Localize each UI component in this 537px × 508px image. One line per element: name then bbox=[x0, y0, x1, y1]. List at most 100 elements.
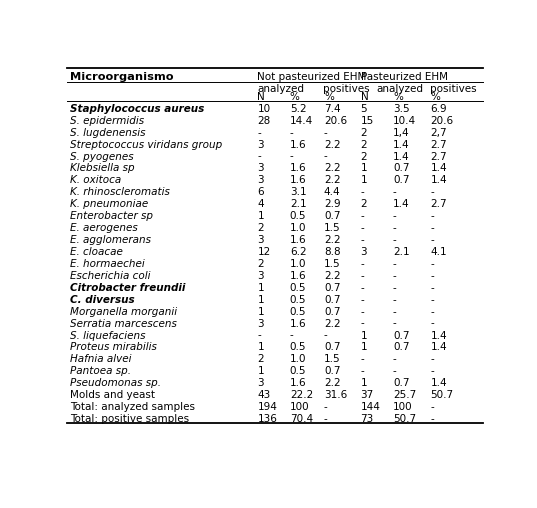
Text: -: - bbox=[431, 295, 434, 305]
Text: 1.4: 1.4 bbox=[393, 140, 410, 150]
Text: -: - bbox=[431, 187, 434, 197]
Text: S. liquefaciens: S. liquefaciens bbox=[70, 331, 145, 340]
Text: -: - bbox=[431, 235, 434, 245]
Text: -: - bbox=[257, 151, 261, 162]
Text: 0.7: 0.7 bbox=[324, 295, 340, 305]
Text: 2.2: 2.2 bbox=[324, 378, 340, 388]
Text: 1: 1 bbox=[257, 211, 264, 221]
Text: -: - bbox=[360, 211, 364, 221]
Text: 2: 2 bbox=[257, 355, 264, 364]
Text: 73: 73 bbox=[360, 414, 374, 424]
Text: positives: positives bbox=[431, 84, 477, 93]
Text: 7.4: 7.4 bbox=[324, 104, 340, 114]
Text: 1.4: 1.4 bbox=[431, 331, 447, 340]
Text: -: - bbox=[360, 295, 364, 305]
Text: -: - bbox=[257, 128, 261, 138]
Text: positives: positives bbox=[323, 84, 369, 93]
Text: Pantoea sp.: Pantoea sp. bbox=[70, 366, 130, 376]
Text: 20.6: 20.6 bbox=[324, 116, 347, 126]
Text: 0.5: 0.5 bbox=[290, 307, 306, 316]
Text: Total: analyzed samples: Total: analyzed samples bbox=[70, 402, 194, 412]
Text: 1.4: 1.4 bbox=[393, 199, 410, 209]
Text: 144: 144 bbox=[360, 402, 380, 412]
Text: 12: 12 bbox=[257, 247, 271, 257]
Text: 194: 194 bbox=[257, 402, 277, 412]
Text: -: - bbox=[360, 355, 364, 364]
Text: 31.6: 31.6 bbox=[324, 390, 347, 400]
Text: 5: 5 bbox=[360, 104, 367, 114]
Text: Serratia marcescens: Serratia marcescens bbox=[70, 319, 177, 329]
Text: 1.6: 1.6 bbox=[290, 140, 307, 150]
Text: 1: 1 bbox=[257, 307, 264, 316]
Text: 2.7: 2.7 bbox=[431, 151, 447, 162]
Text: -: - bbox=[393, 223, 397, 233]
Text: 14.4: 14.4 bbox=[290, 116, 313, 126]
Text: 1.5: 1.5 bbox=[324, 355, 340, 364]
Text: 2.2: 2.2 bbox=[324, 164, 340, 173]
Text: S. pyogenes: S. pyogenes bbox=[70, 151, 133, 162]
Text: 1.6: 1.6 bbox=[290, 271, 307, 281]
Text: 3: 3 bbox=[257, 235, 264, 245]
Text: 0.7: 0.7 bbox=[324, 283, 340, 293]
Text: -: - bbox=[393, 319, 397, 329]
Text: 1.0: 1.0 bbox=[290, 355, 306, 364]
Text: 10: 10 bbox=[257, 104, 271, 114]
Text: -: - bbox=[324, 128, 328, 138]
Text: 4.4: 4.4 bbox=[324, 187, 340, 197]
Text: -: - bbox=[360, 223, 364, 233]
Text: -: - bbox=[360, 307, 364, 316]
Text: 1: 1 bbox=[257, 295, 264, 305]
Text: 2.1: 2.1 bbox=[290, 199, 307, 209]
Text: Pasteurized EHM: Pasteurized EHM bbox=[360, 72, 447, 81]
Text: 6: 6 bbox=[257, 187, 264, 197]
Text: 2: 2 bbox=[257, 223, 264, 233]
Text: -: - bbox=[324, 151, 328, 162]
Text: 70.4: 70.4 bbox=[290, 414, 313, 424]
Text: 1.4: 1.4 bbox=[393, 151, 410, 162]
Text: %: % bbox=[393, 92, 403, 102]
Text: -: - bbox=[393, 283, 397, 293]
Text: 2,7: 2,7 bbox=[431, 128, 447, 138]
Text: 2: 2 bbox=[360, 128, 367, 138]
Text: 6.9: 6.9 bbox=[431, 104, 447, 114]
Text: 1.6: 1.6 bbox=[290, 319, 307, 329]
Text: 0.7: 0.7 bbox=[324, 366, 340, 376]
Text: Morganella morganii: Morganella morganii bbox=[70, 307, 177, 316]
Text: 2: 2 bbox=[360, 140, 367, 150]
Text: -: - bbox=[431, 355, 434, 364]
Text: -: - bbox=[393, 355, 397, 364]
Text: 3: 3 bbox=[257, 164, 264, 173]
Text: Streptococcus viridans group: Streptococcus viridans group bbox=[70, 140, 222, 150]
Text: 1.4: 1.4 bbox=[431, 175, 447, 185]
Text: -: - bbox=[324, 402, 328, 412]
Text: 2.7: 2.7 bbox=[431, 199, 447, 209]
Text: 1.6: 1.6 bbox=[290, 164, 307, 173]
Text: 2.2: 2.2 bbox=[324, 140, 340, 150]
Text: 37: 37 bbox=[360, 390, 374, 400]
Text: 2.2: 2.2 bbox=[324, 319, 340, 329]
Text: Citrobacter freundii: Citrobacter freundii bbox=[70, 283, 185, 293]
Text: 20.6: 20.6 bbox=[431, 116, 454, 126]
Text: 3: 3 bbox=[257, 378, 264, 388]
Text: 5.2: 5.2 bbox=[290, 104, 307, 114]
Text: -: - bbox=[360, 187, 364, 197]
Text: 2.2: 2.2 bbox=[324, 235, 340, 245]
Text: 22.2: 22.2 bbox=[290, 390, 313, 400]
Text: 4.1: 4.1 bbox=[431, 247, 447, 257]
Text: 8.8: 8.8 bbox=[324, 247, 340, 257]
Text: 2: 2 bbox=[360, 199, 367, 209]
Text: 2.2: 2.2 bbox=[324, 271, 340, 281]
Text: -: - bbox=[393, 295, 397, 305]
Text: S. lugdenensis: S. lugdenensis bbox=[70, 128, 145, 138]
Text: 4: 4 bbox=[257, 199, 264, 209]
Text: %: % bbox=[431, 92, 440, 102]
Text: Hafnia alvei: Hafnia alvei bbox=[70, 355, 131, 364]
Text: -: - bbox=[431, 402, 434, 412]
Text: K. oxitoca: K. oxitoca bbox=[70, 175, 121, 185]
Text: Enterobacter sp: Enterobacter sp bbox=[70, 211, 153, 221]
Text: Total: positive samples: Total: positive samples bbox=[70, 414, 188, 424]
Text: 1: 1 bbox=[257, 342, 264, 353]
Text: 2.9: 2.9 bbox=[324, 199, 340, 209]
Text: 6.2: 6.2 bbox=[290, 247, 307, 257]
Text: -: - bbox=[431, 211, 434, 221]
